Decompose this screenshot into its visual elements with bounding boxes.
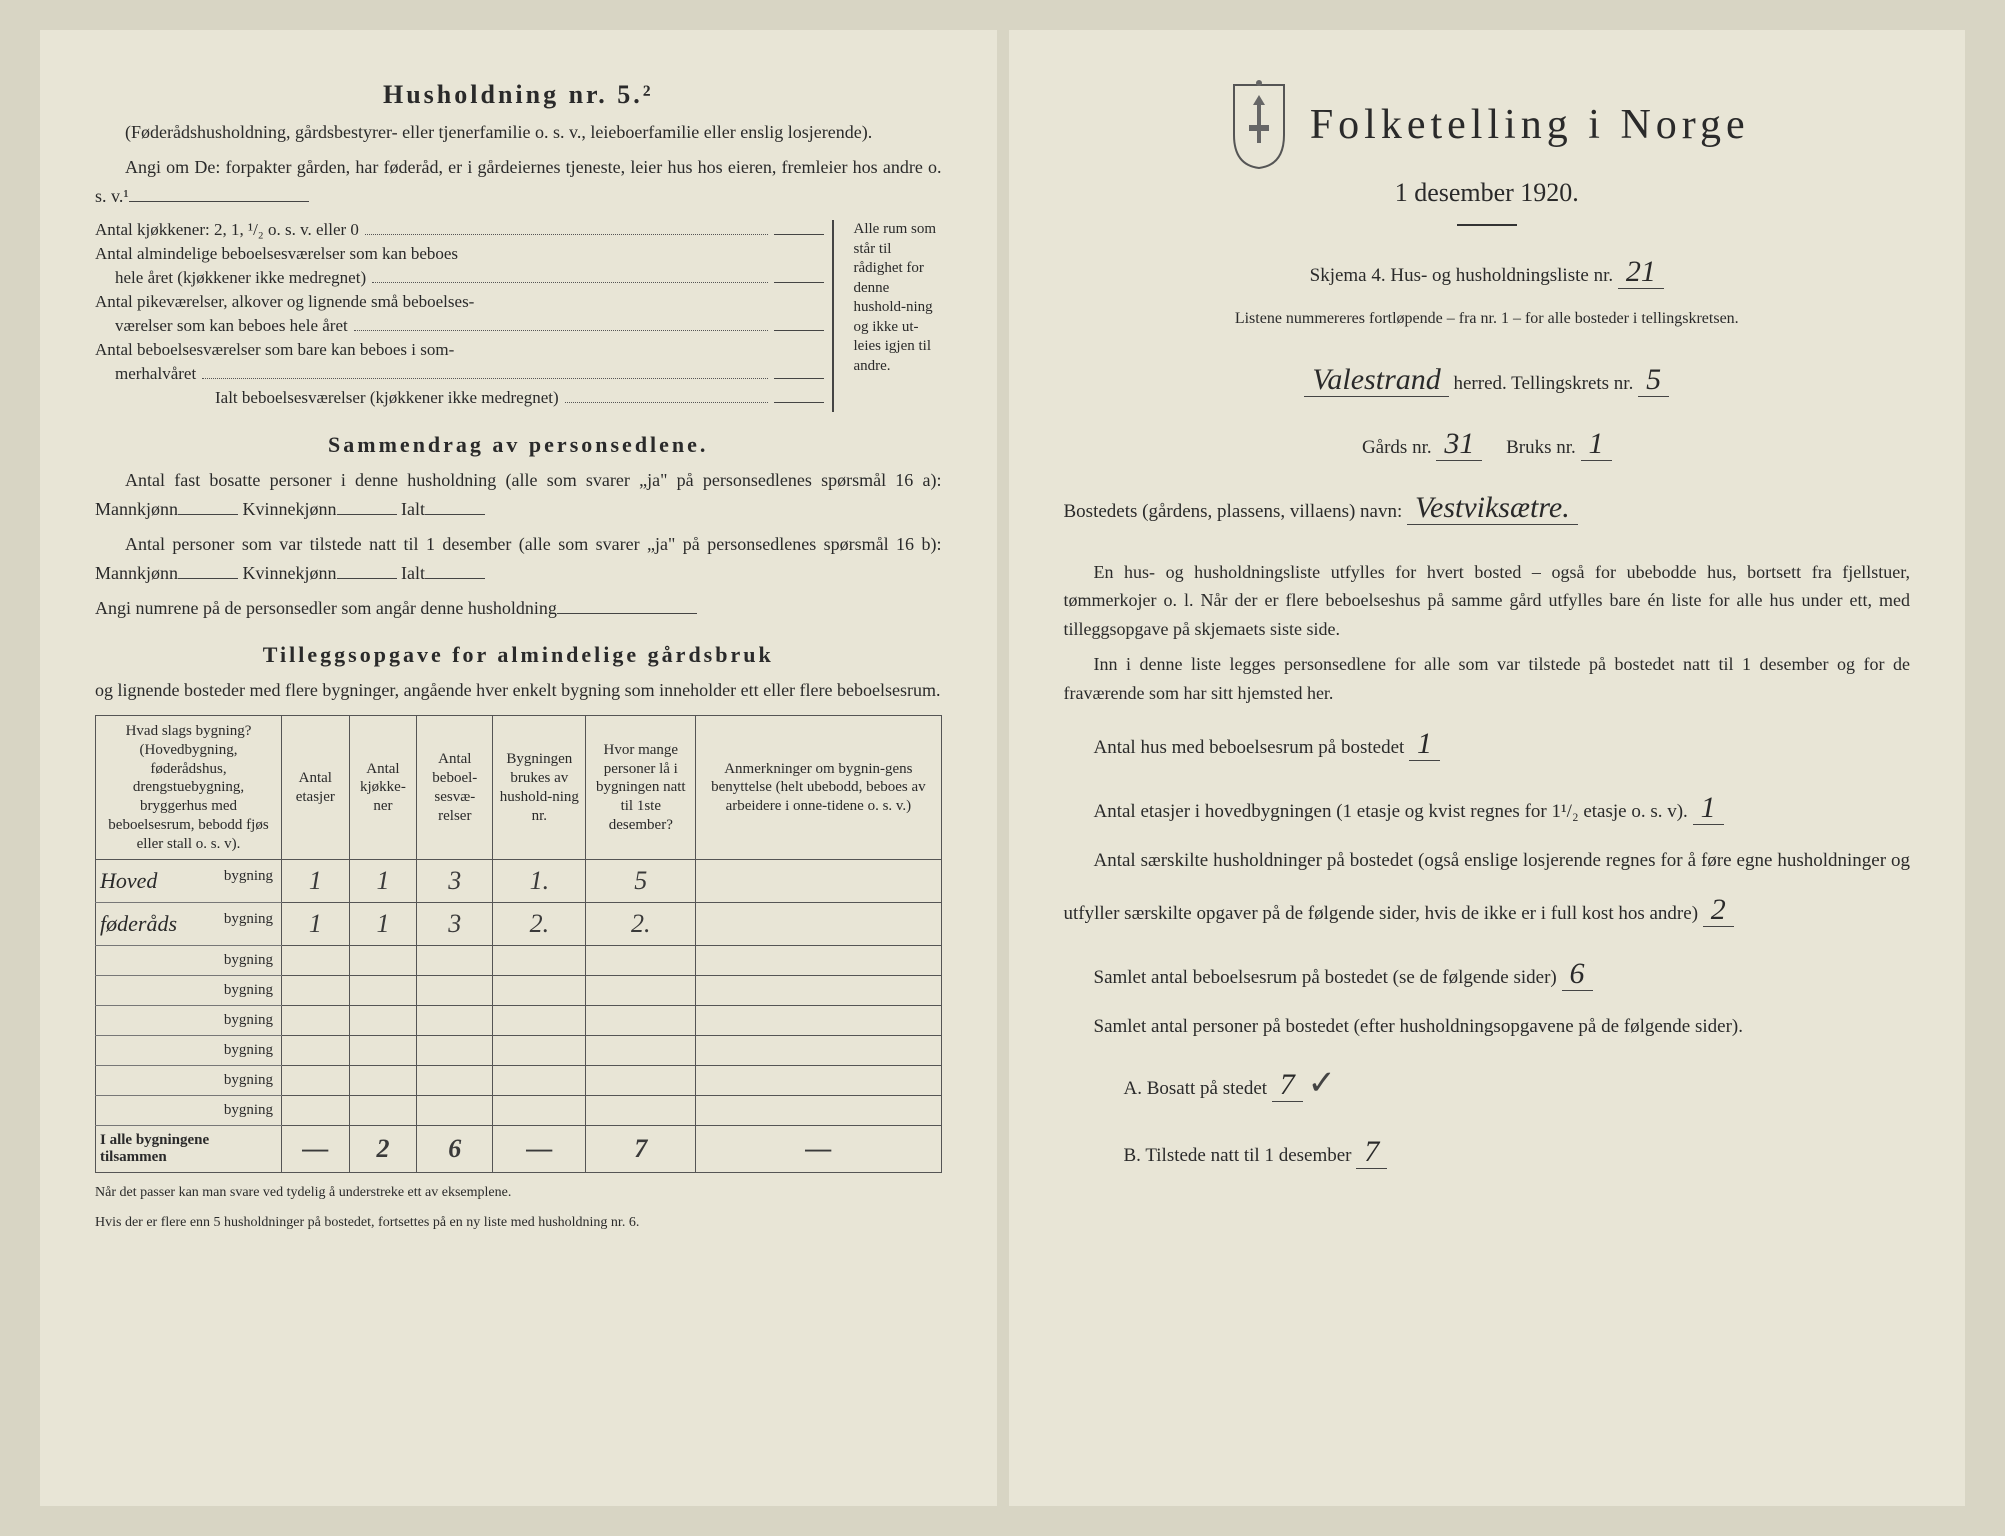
building-table: Hvad slags bygning? (Hovedbygning, føder…	[95, 715, 942, 1173]
summary-line-1: Antal fast bosatte personer i denne hush…	[95, 466, 942, 524]
table-row: bygning	[96, 1036, 942, 1066]
listene-note: Listene nummereres fortløpende – fra nr.…	[1064, 306, 1911, 332]
q1: Antal hus med beboelsesrum på bostedet 1	[1064, 714, 1911, 774]
norway-crest-icon	[1224, 80, 1294, 170]
q2: Antal etasjer i hovedbygningen (1 etasje…	[1064, 778, 1911, 838]
para-2: Inn i denne liste legges personsedlene f…	[1064, 650, 1911, 708]
summary-line-3: Angi numrene på de personsedler som angå…	[95, 594, 942, 623]
herred-line: Valestrand herred. Tellingskrets nr. 5	[1064, 350, 1911, 410]
summary-heading: Sammendrag av personsedlene.	[95, 432, 942, 458]
q3: Antal særskilte husholdninger på bostede…	[1064, 842, 1911, 940]
census-title: Folketelling i Norge	[1310, 101, 1750, 149]
table-row: føderådsbygning1132.2.	[96, 903, 942, 946]
bosted-line: Bostedets (gårdens, plassens, villaens) …	[1064, 478, 1911, 538]
bruks-nr: 1	[1581, 427, 1612, 461]
qa: A. Bosatt på stedet 7 ✓	[1064, 1050, 1911, 1118]
checkmark-icon: ✓	[1308, 1065, 1337, 1102]
household-heading: Husholdning nr. 5.²	[95, 80, 942, 110]
census-date: 1 desember 1920.	[1064, 178, 1911, 208]
table-row: Hovedbygning1131.5	[96, 860, 942, 903]
brace-note: Alle rum som står til rådighet for denne…	[832, 220, 942, 412]
bosted-value: Vestviksætre.	[1407, 491, 1578, 525]
herred-value: Valestrand	[1304, 363, 1448, 397]
para-1: En hus- og husholdningsliste utfylles fo…	[1064, 558, 1911, 644]
gards-line: Gårds nr. 31 Bruks nr. 1	[1064, 414, 1911, 474]
left-page: Husholdning nr. 5.² (Føderådshusholdning…	[40, 30, 997, 1506]
summary-line-2: Antal personer som var tilstede natt til…	[95, 530, 942, 588]
table-row: bygning	[96, 1096, 942, 1126]
q4: Samlet antal beboelsesrum på bostedet (s…	[1064, 944, 1911, 1004]
gards-nr: 31	[1436, 427, 1482, 461]
sub-text-1: (Føderådshusholdning, gårdsbestyrer- ell…	[95, 118, 942, 147]
room-counts: Antal kjøkkener: 2, 1, ¹/₂ o. s. v. elle…	[95, 220, 942, 412]
table-row: bygning	[96, 1066, 942, 1096]
skjema-line: Skjema 4. Hus- og husholdningsliste nr. …	[1064, 242, 1911, 302]
tillegg-heading: Tilleggsopgave for almindelige gårdsbruk	[95, 642, 942, 668]
table-row: bygning	[96, 976, 942, 1006]
table-row: bygning	[96, 946, 942, 976]
q5: Samlet antal personer på bostedet (efter…	[1064, 1008, 1911, 1046]
footnote-1: Når det passer kan man svare ved tydelig…	[95, 1183, 942, 1203]
tellingskrets-nr: 5	[1638, 363, 1669, 397]
right-page: Folketelling i Norge 1 desember 1920. Sk…	[1009, 30, 1966, 1506]
qb: B. Tilstede natt til 1 desember 7	[1064, 1122, 1911, 1182]
skjema-nr: 21	[1618, 255, 1664, 289]
sub-text-2: Angi om De: forpakter gården, har føderå…	[95, 153, 942, 211]
tillegg-sub: og lignende bosteder med flere bygninger…	[95, 676, 942, 705]
footnote-2: Hvis der er flere enn 5 husholdninger på…	[95, 1213, 942, 1233]
table-row: bygning	[96, 1006, 942, 1036]
